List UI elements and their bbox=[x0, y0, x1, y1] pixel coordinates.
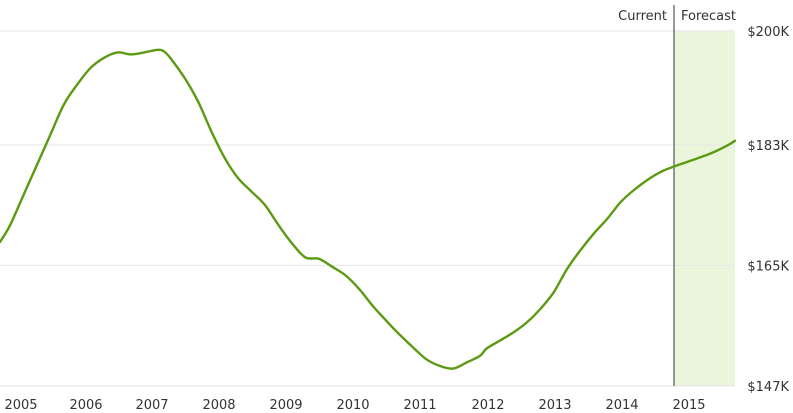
x-tick-label: 2011 bbox=[403, 398, 436, 413]
x-tick-label: 2007 bbox=[135, 398, 168, 413]
series-line bbox=[0, 48, 737, 370]
y-tick-label: $165K bbox=[747, 259, 789, 274]
x-tick-label: 2012 bbox=[471, 398, 504, 413]
y-tick-label: $183K bbox=[747, 139, 789, 154]
x-tick-label: 2006 bbox=[69, 398, 102, 413]
x-tick-label: 2015 bbox=[672, 398, 705, 413]
current-label: Current bbox=[618, 9, 667, 24]
y-tick-label: $147K bbox=[747, 380, 789, 395]
x-tick-label: 2009 bbox=[269, 398, 302, 413]
x-tick-label: 2005 bbox=[4, 398, 37, 413]
x-tick-label: 2014 bbox=[605, 398, 638, 413]
y-tick-label: $200K bbox=[747, 25, 789, 40]
forecast-label: Forecast bbox=[681, 9, 736, 24]
x-tick-label: 2013 bbox=[538, 398, 571, 413]
x-tick-label: 2010 bbox=[336, 398, 369, 413]
y-axis-ticks: $200K $183K $165K $147K bbox=[747, 25, 789, 395]
x-axis-ticks: 2005 2006 2007 2008 2009 2010 2011 2012 2013 2014… bbox=[4, 398, 705, 413]
forecast-region bbox=[674, 31, 735, 386]
gridlines bbox=[0, 30, 735, 387]
x-tick-label: 2008 bbox=[202, 398, 235, 413]
